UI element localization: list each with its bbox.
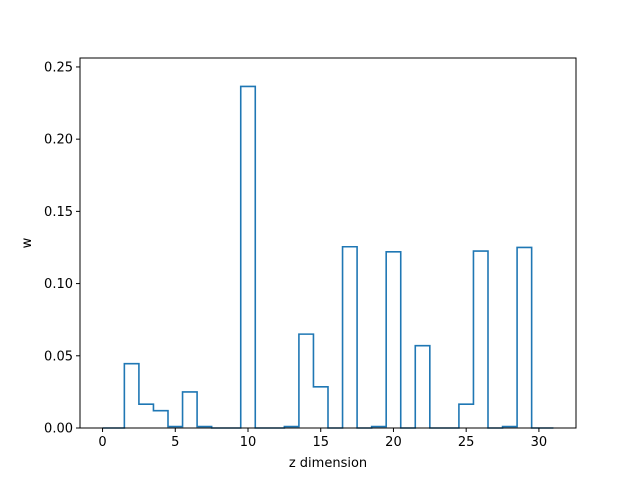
x-tick-label: 15 [312, 435, 329, 450]
axes-frame [79, 57, 577, 429]
x-axis-label: z dimension [289, 456, 367, 471]
x-tick-label: 30 [531, 435, 548, 450]
y-tick-label: 0.25 [44, 60, 73, 75]
y-tick-label: 0.15 [44, 205, 73, 220]
x-tick-label: 10 [240, 435, 257, 450]
y-tick-label: 0.00 [44, 422, 73, 437]
x-axis: 0 5 10 15 20 25 30 [98, 428, 547, 450]
x-tick-label: 20 [385, 435, 402, 450]
x-tick-label: 0 [98, 435, 106, 450]
x-tick-label: 25 [458, 435, 475, 450]
y-axis-label: w [20, 237, 35, 248]
y-tick-label: 0.05 [44, 349, 73, 364]
y-tick-label: 0.10 [44, 277, 73, 292]
y-tick-label: 0.20 [44, 133, 73, 148]
x-tick-label: 5 [171, 435, 179, 450]
y-axis: 0.00 0.05 0.10 0.15 0.20 0.25 [44, 60, 80, 437]
